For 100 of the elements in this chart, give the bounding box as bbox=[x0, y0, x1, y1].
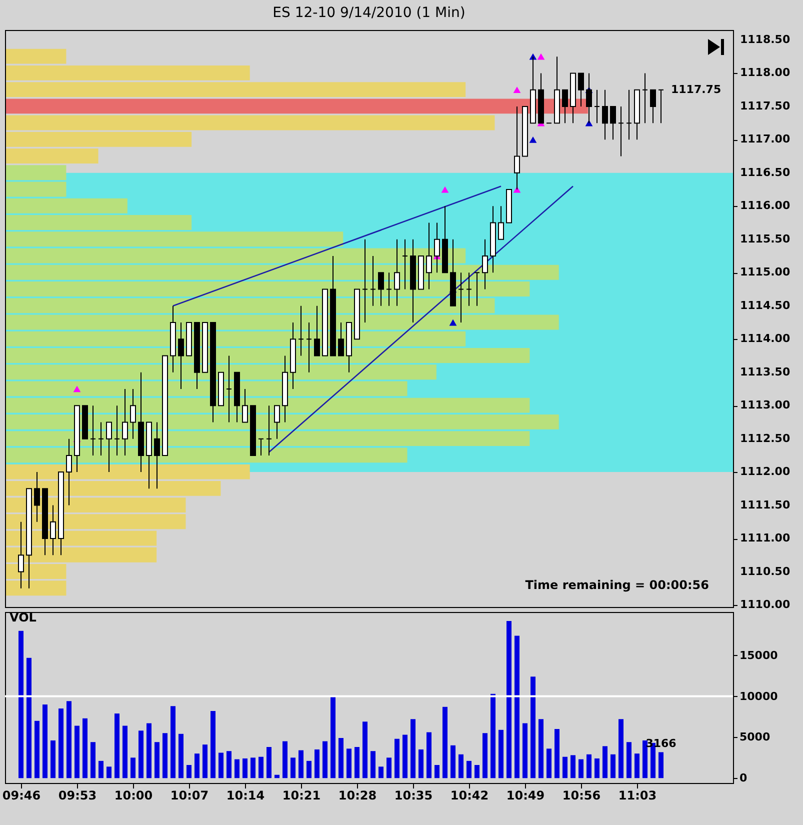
candlestick bbox=[386, 272, 392, 306]
y-tick-label: 1112.00 bbox=[740, 465, 790, 478]
bar bbox=[138, 730, 144, 778]
bar bbox=[154, 742, 160, 778]
bar bbox=[354, 747, 360, 778]
bar bbox=[298, 750, 304, 778]
bar bbox=[258, 756, 264, 778]
bar bbox=[202, 744, 208, 778]
point bbox=[449, 319, 457, 326]
bar bbox=[506, 621, 512, 778]
x-tick-label: 10:56 bbox=[562, 788, 601, 802]
candlestick bbox=[466, 272, 472, 306]
bar bbox=[570, 755, 576, 778]
bar bbox=[498, 730, 504, 778]
bar bbox=[418, 749, 424, 778]
candlestick bbox=[34, 472, 40, 522]
y-tick-label: 1110.00 bbox=[740, 598, 790, 612]
candlestick bbox=[602, 89, 608, 140]
candlestick bbox=[642, 72, 648, 124]
bar bbox=[578, 759, 584, 778]
bar bbox=[122, 726, 128, 778]
candlestick bbox=[242, 388, 248, 423]
candlestick bbox=[394, 238, 400, 306]
bar bbox=[82, 718, 88, 778]
bar bbox=[458, 754, 464, 778]
candlestick bbox=[226, 355, 232, 423]
y-tick-label: 1110.50 bbox=[740, 564, 790, 578]
bar bbox=[426, 732, 432, 778]
bar bbox=[290, 758, 296, 778]
y-tick-label: 15000 bbox=[740, 648, 778, 662]
annotation: Time remaining = 00:00:56 bbox=[525, 578, 709, 592]
bar bbox=[562, 756, 568, 778]
bar bbox=[450, 745, 456, 778]
candlestick bbox=[90, 405, 96, 456]
candlestick bbox=[458, 272, 464, 323]
candlestick bbox=[130, 388, 136, 440]
x-tick-label: 11:03 bbox=[618, 788, 657, 802]
bar bbox=[314, 749, 320, 778]
x-tick-label: 10:28 bbox=[338, 788, 377, 802]
candlestick bbox=[178, 322, 184, 390]
bar bbox=[234, 759, 240, 778]
candlestick bbox=[650, 89, 656, 124]
bar bbox=[50, 740, 56, 778]
candlestick bbox=[362, 238, 368, 323]
bar bbox=[66, 701, 72, 778]
bar bbox=[306, 760, 312, 778]
bar bbox=[410, 719, 416, 778]
candlestick bbox=[498, 206, 504, 240]
y-tick-label: 1115.50 bbox=[740, 232, 790, 246]
chart-title: ES 12-10 9/14/2010 (1 Min) bbox=[272, 5, 466, 21]
y-tick-label: 1114.00 bbox=[740, 332, 790, 346]
y-tick-label: 1111.00 bbox=[740, 532, 790, 545]
candlestick bbox=[658, 89, 664, 124]
bar bbox=[586, 754, 592, 778]
bar bbox=[522, 723, 528, 778]
bar bbox=[210, 711, 216, 778]
bar bbox=[466, 760, 472, 778]
bar bbox=[106, 766, 112, 778]
candlestick bbox=[106, 422, 112, 473]
candlestick bbox=[578, 72, 584, 107]
candlestick bbox=[562, 89, 568, 124]
candlestick bbox=[66, 438, 72, 506]
candlestick bbox=[122, 388, 128, 456]
y-tick-label: 1113.00 bbox=[740, 398, 790, 412]
bar bbox=[58, 708, 64, 778]
bar bbox=[594, 758, 600, 778]
bar bbox=[346, 748, 352, 778]
bar bbox=[178, 734, 184, 778]
bar bbox=[18, 630, 24, 778]
y-tick-label: 1116.00 bbox=[740, 199, 790, 212]
bar bbox=[658, 752, 664, 778]
point bbox=[529, 136, 537, 143]
candlestick bbox=[474, 272, 480, 306]
y-tick-label: 1114.50 bbox=[740, 298, 790, 312]
candlestick bbox=[98, 422, 104, 456]
y-tick-label: 1117.50 bbox=[740, 99, 790, 112]
bar bbox=[642, 740, 648, 778]
bar bbox=[530, 676, 536, 778]
y-tick-label: 1112.50 bbox=[740, 432, 790, 445]
candlestick bbox=[306, 322, 312, 373]
bar bbox=[322, 741, 328, 778]
bar bbox=[362, 722, 368, 778]
bar bbox=[434, 765, 440, 778]
bar bbox=[146, 723, 152, 778]
bar bbox=[634, 754, 640, 778]
point bbox=[513, 86, 521, 94]
x-tick-label: 10:42 bbox=[450, 788, 489, 802]
bar bbox=[130, 758, 136, 778]
y-tick-label: 5000 bbox=[740, 730, 770, 744]
candlestick bbox=[482, 238, 488, 290]
bar bbox=[546, 748, 552, 778]
y-tick-label: 1116.50 bbox=[740, 166, 790, 179]
y-tick-label: 1115.00 bbox=[740, 266, 790, 279]
candlestick bbox=[626, 89, 632, 140]
bar bbox=[330, 696, 336, 778]
x-tick-label: 10:00 bbox=[114, 788, 153, 802]
candlestick bbox=[314, 305, 320, 356]
x-tick-label: 10:14 bbox=[226, 788, 265, 802]
y-tick-label: 1113.50 bbox=[740, 365, 790, 378]
bar bbox=[474, 765, 480, 778]
